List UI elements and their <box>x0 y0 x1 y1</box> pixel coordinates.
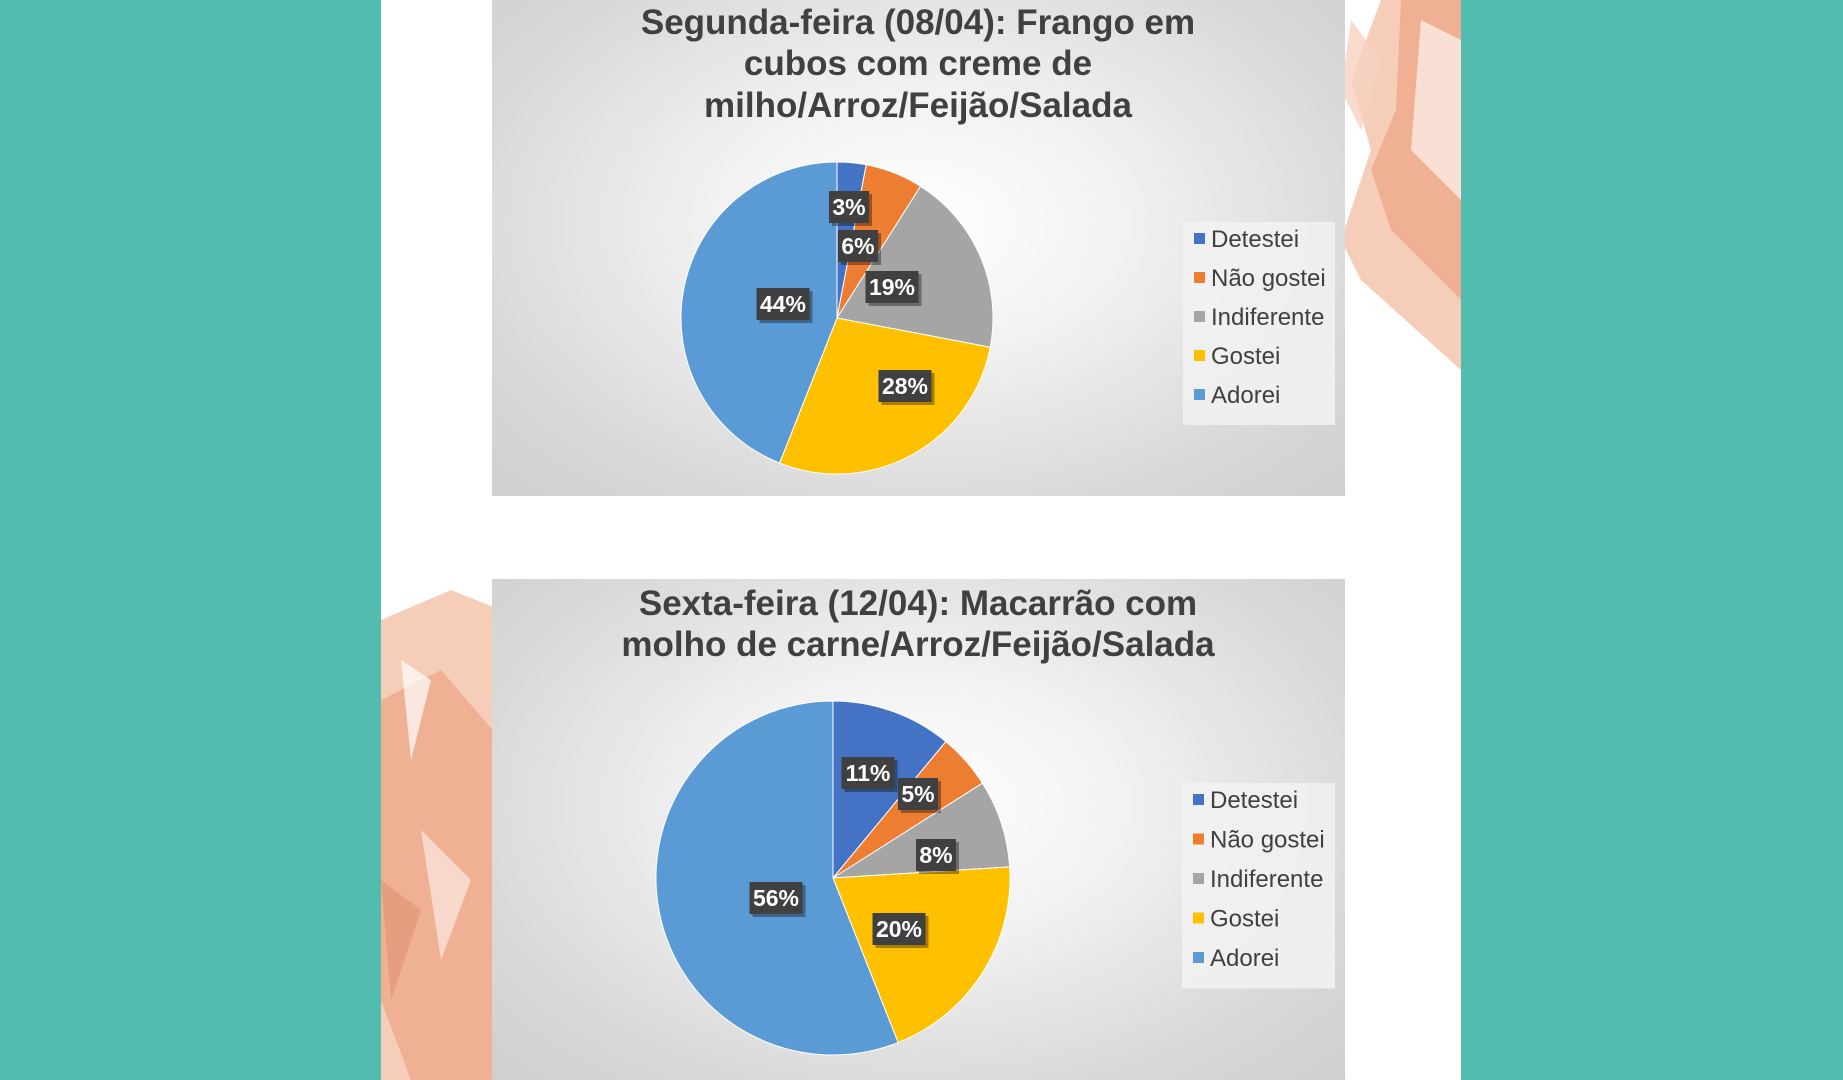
chart-title-line: Segunda-feira (08/04): Frango em <box>641 3 1195 42</box>
legend-entry: Indiferente <box>1194 304 1324 331</box>
legend-label: Adorei <box>1211 382 1280 409</box>
chart-title-line: milho/Arroz/Feijão/Salada <box>704 86 1132 125</box>
legend-swatch <box>1194 233 1205 244</box>
legend-swatch <box>1193 794 1204 805</box>
data-label-text: 8% <box>919 842 952 868</box>
legend-swatch <box>1193 952 1204 963</box>
legend-label: Indiferente <box>1210 866 1323 893</box>
data-label-text: 44% <box>760 291 806 317</box>
data-label: 8% <box>916 839 959 874</box>
data-label: 6% <box>838 230 881 265</box>
legend-label: Adorei <box>1210 945 1279 972</box>
legend-entry: Detestei <box>1193 787 1298 814</box>
legend-swatch <box>1194 350 1205 361</box>
pie-slice-indiferente <box>836 185 994 348</box>
legend-swatch <box>1193 833 1204 845</box>
legend-swatch <box>1193 912 1204 924</box>
legend-label: Detestei <box>1211 226 1299 253</box>
legend-swatch <box>1194 272 1205 283</box>
pie-chart-friday: Sexta-feira (12/04): Macarrão com molho d… <box>492 579 1345 1080</box>
legend-label: Não gostei <box>1210 827 1325 854</box>
chart-title-line: Sexta-feira (12/04): Macarrão com <box>639 584 1197 623</box>
legend-box <box>1183 222 1335 425</box>
data-label: 44% <box>756 288 813 323</box>
data-label: 5% <box>898 778 941 813</box>
legend-label: Detestei <box>1210 787 1298 814</box>
brush-stroke-bottom-left <box>381 590 501 1080</box>
legend-entry: Indiferente <box>1193 866 1323 893</box>
legend-entry: Gostei <box>1193 906 1279 933</box>
data-label-text: 20% <box>876 916 922 942</box>
slide: Segunda-feira (08/04): Frango em cubos co… <box>381 0 1461 1080</box>
data-label-text: 5% <box>901 781 934 807</box>
pie-slice-gostei <box>832 866 1011 1044</box>
data-label-text: 28% <box>882 373 928 399</box>
data-label: 56% <box>749 882 806 917</box>
data-label: 19% <box>865 271 922 306</box>
legend-swatch <box>1193 873 1204 884</box>
legend-label: Gostei <box>1211 343 1280 370</box>
legend-entry: Adorei <box>1193 945 1279 972</box>
data-label-text: 19% <box>869 274 915 300</box>
data-label: 3% <box>829 191 872 226</box>
legend-entry: Não gostei <box>1193 827 1325 854</box>
data-label: 28% <box>878 370 935 405</box>
legend-entry: Adorei <box>1194 382 1280 409</box>
pie-chart-monday: Segunda-feira (08/04): Frango em cubos co… <box>492 0 1345 496</box>
data-label-text: 56% <box>753 885 799 911</box>
chart-title-line: molho de carne/Arroz/Feijão/Salada <box>621 625 1215 664</box>
legend-swatch <box>1194 389 1205 400</box>
data-label-text: 3% <box>832 194 865 220</box>
legend-entry: Detestei <box>1194 226 1299 253</box>
legend-label: Gostei <box>1210 906 1279 933</box>
legend-swatch <box>1194 311 1205 322</box>
pie-slice-adorei <box>655 700 899 1056</box>
data-label-text: 11% <box>846 760 891 786</box>
brush-stroke-top-right <box>1341 0 1461 370</box>
legend-entry: Não gostei <box>1194 265 1326 292</box>
pie-slice-detestei <box>832 700 947 880</box>
pie-slice-indiferente <box>832 782 1011 879</box>
data-label-text: 6% <box>841 233 874 259</box>
data-label: 20% <box>872 913 929 948</box>
chart-title-line: cubos com creme de <box>744 44 1092 83</box>
legend-label: Não gostei <box>1211 265 1326 292</box>
legend-box <box>1182 783 1335 989</box>
data-label: 11% <box>841 757 898 792</box>
legend-label: Indiferente <box>1211 304 1324 331</box>
legend-entry: Gostei <box>1194 343 1280 370</box>
